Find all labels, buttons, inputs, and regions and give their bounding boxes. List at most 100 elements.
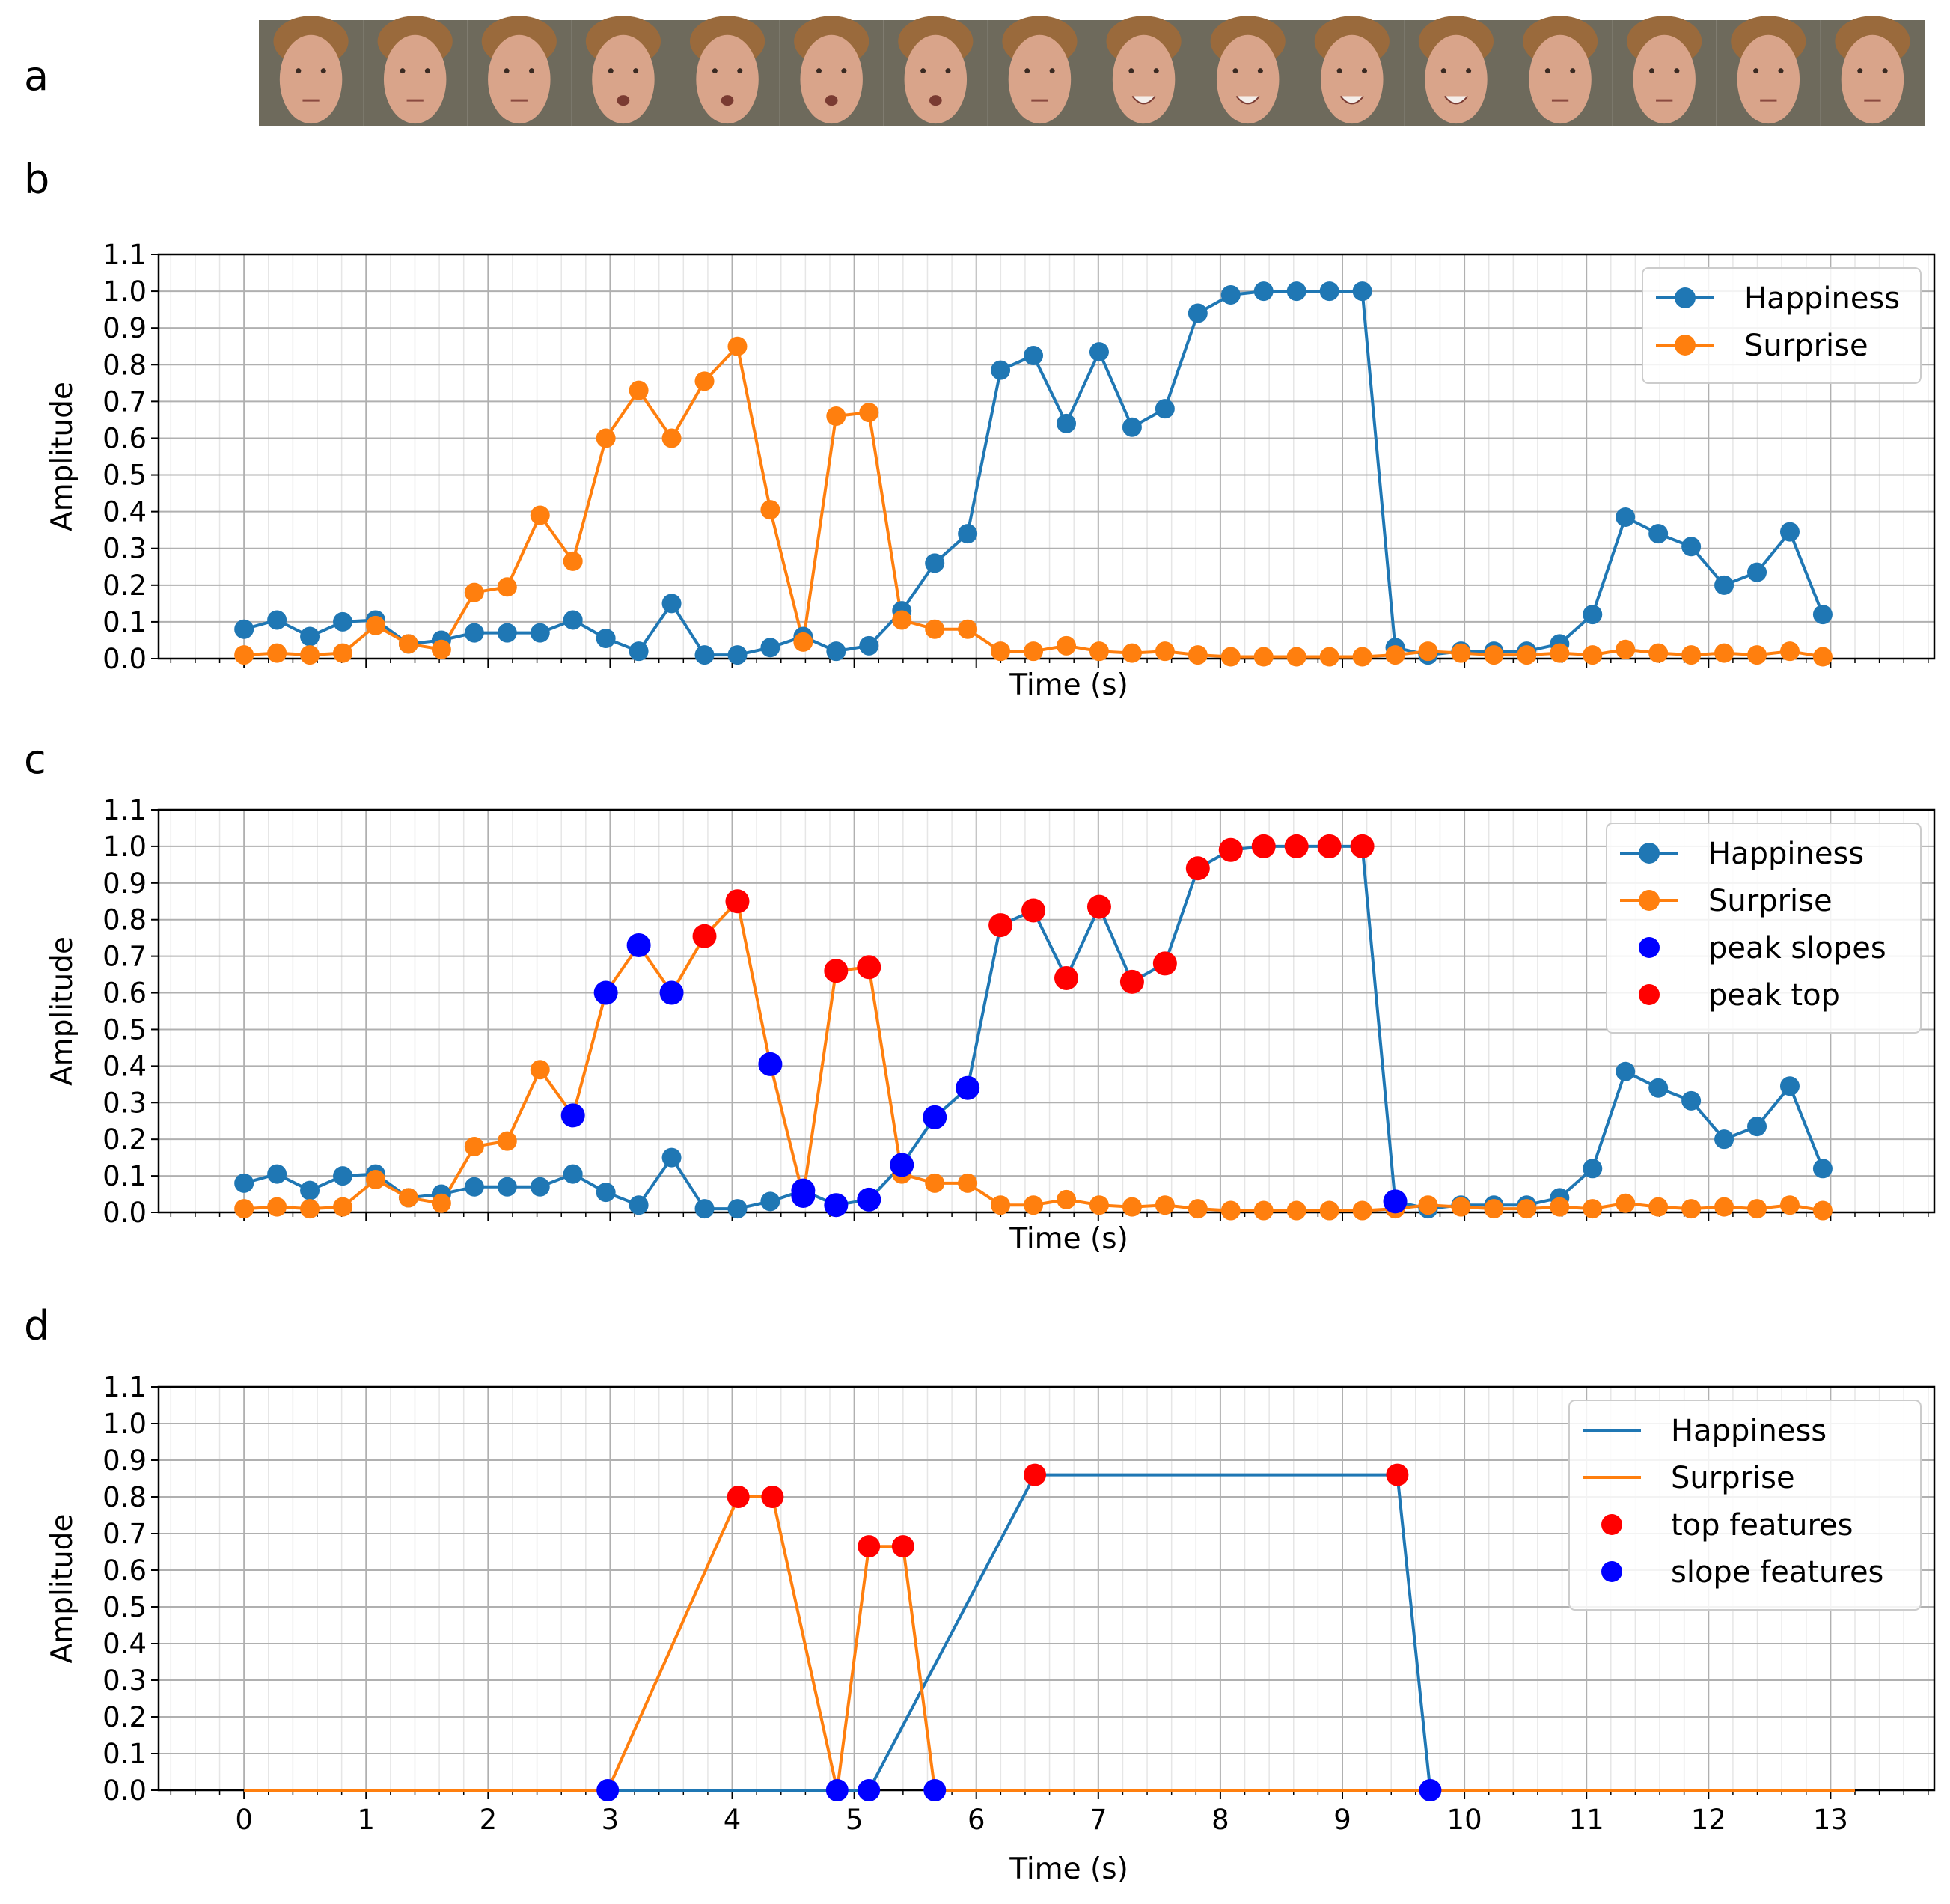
mouth xyxy=(1131,95,1156,105)
data-point-happiness xyxy=(234,1173,254,1193)
data-point-surprise xyxy=(859,403,879,423)
data-point-surprise xyxy=(1089,1195,1109,1215)
face xyxy=(904,34,968,124)
x-tick-label: 3 xyxy=(602,1804,620,1836)
x-tick-label: 13 xyxy=(1813,1804,1848,1836)
data-point-surprise xyxy=(1122,643,1142,663)
data-point-happiness xyxy=(333,611,353,632)
mouth xyxy=(825,95,838,106)
eye xyxy=(633,68,639,74)
data-point-surprise xyxy=(365,1169,385,1189)
data-point-surprise xyxy=(1418,641,1438,662)
data-point-surprise xyxy=(1024,1195,1044,1215)
data-point-surprise xyxy=(1188,1199,1208,1219)
data-point-happiness xyxy=(1747,1117,1767,1137)
data-point-happiness xyxy=(925,553,945,573)
eye xyxy=(1049,68,1055,74)
eye xyxy=(424,68,430,74)
face-frame xyxy=(987,16,1092,126)
y-tick-label: 1.0 xyxy=(103,831,147,863)
data-point-happiness xyxy=(991,360,1011,380)
data-point-happiness xyxy=(1747,562,1767,582)
panel-label-a: a xyxy=(24,52,49,100)
eye xyxy=(1570,68,1576,74)
data-point-happiness xyxy=(760,638,780,658)
face xyxy=(383,34,447,124)
eye xyxy=(1128,68,1134,74)
peak-top-marker xyxy=(1218,837,1243,862)
y-tick-label: 0.0 xyxy=(103,643,147,675)
data-point-happiness xyxy=(727,645,748,665)
mouth xyxy=(721,95,734,106)
data-point-surprise xyxy=(1747,1199,1767,1219)
y-axis-label: Amplitude xyxy=(46,382,79,531)
legend-label: peak slopes xyxy=(1708,931,1886,965)
data-point-surprise xyxy=(958,1173,978,1193)
eye xyxy=(1153,68,1159,74)
face-frame xyxy=(1404,16,1509,126)
peak-top-marker xyxy=(857,955,881,980)
chart-panel-d: 0.00.10.20.30.40.50.60.70.80.91.01.10 1 2 3… xyxy=(46,1371,1936,1886)
data-point-happiness xyxy=(958,524,978,544)
data-point-surprise xyxy=(1714,643,1734,663)
data-point-happiness xyxy=(497,623,517,643)
x-tick-label: 1 xyxy=(357,1804,375,1836)
axes-frame xyxy=(157,808,1936,1214)
peak-top-marker xyxy=(988,913,1013,938)
face-frame xyxy=(1716,16,1821,126)
data-point-surprise xyxy=(300,1199,320,1219)
x-tick-label: 12 xyxy=(1691,1804,1726,1836)
y-tick-label: 0.1 xyxy=(103,1738,147,1770)
peak-slope-marker xyxy=(890,1153,914,1177)
y-tick-label: 0.6 xyxy=(103,422,147,454)
data-point-surprise xyxy=(1122,1197,1142,1217)
data-point-surprise xyxy=(1286,1200,1306,1221)
peak-slope-marker xyxy=(923,1105,947,1129)
data-point-surprise xyxy=(563,551,583,571)
peak-top-marker xyxy=(1119,969,1144,994)
data-point-surprise xyxy=(1747,645,1767,665)
eye xyxy=(1466,68,1472,74)
legend-label: slope features xyxy=(1671,1555,1883,1590)
data-point-surprise xyxy=(1089,641,1109,662)
data-point-surprise xyxy=(333,1197,353,1217)
data-point-happiness xyxy=(300,1180,320,1200)
eye xyxy=(1257,68,1263,74)
eye xyxy=(737,68,743,74)
top-feature-marker xyxy=(1024,1463,1047,1486)
peak-top-marker xyxy=(824,959,849,983)
x-tick-label: 5 xyxy=(846,1804,864,1836)
data-point-happiness xyxy=(1616,507,1636,527)
x-axis-label: Time (s) xyxy=(1009,1852,1128,1886)
face xyxy=(592,34,655,124)
face xyxy=(1008,34,1072,124)
peak-top-marker xyxy=(692,924,717,948)
y-tick-label: 0.8 xyxy=(103,1481,147,1513)
y-tick-label: 0.5 xyxy=(103,460,147,492)
face xyxy=(1425,34,1488,124)
x-tick-label: 2 xyxy=(480,1804,498,1836)
data-point-surprise xyxy=(1155,641,1175,662)
data-point-happiness xyxy=(267,610,287,630)
y-tick-label: 0.2 xyxy=(103,1701,147,1733)
y-tick-label: 0.7 xyxy=(103,1518,147,1550)
x-tick-label: 4 xyxy=(724,1804,742,1836)
y-tick-label: 0.7 xyxy=(103,941,147,973)
face xyxy=(800,34,863,124)
eye xyxy=(1648,68,1654,74)
face-frame xyxy=(363,16,468,126)
data-point-surprise xyxy=(629,380,649,400)
data-point-surprise xyxy=(431,1193,451,1213)
top-feature-marker xyxy=(1386,1463,1409,1486)
face-image-strip xyxy=(259,16,1925,126)
x-tick-label: 0 xyxy=(235,1804,253,1836)
data-point-surprise xyxy=(1681,645,1702,665)
peak-top-marker xyxy=(1086,894,1111,919)
y-tick-label: 0.3 xyxy=(103,1665,147,1697)
data-point-surprise xyxy=(1583,645,1603,665)
eye xyxy=(1336,68,1342,74)
data-point-surprise xyxy=(530,1060,550,1080)
peak-top-marker xyxy=(1152,951,1177,976)
chart-panel-b: 0.0 0.1 0.2 0.3 0.4 0.5 0.6 0.7 0.8 0.9 1.0 1.1 Time… xyxy=(46,239,1936,702)
face-frame xyxy=(1820,16,1925,126)
